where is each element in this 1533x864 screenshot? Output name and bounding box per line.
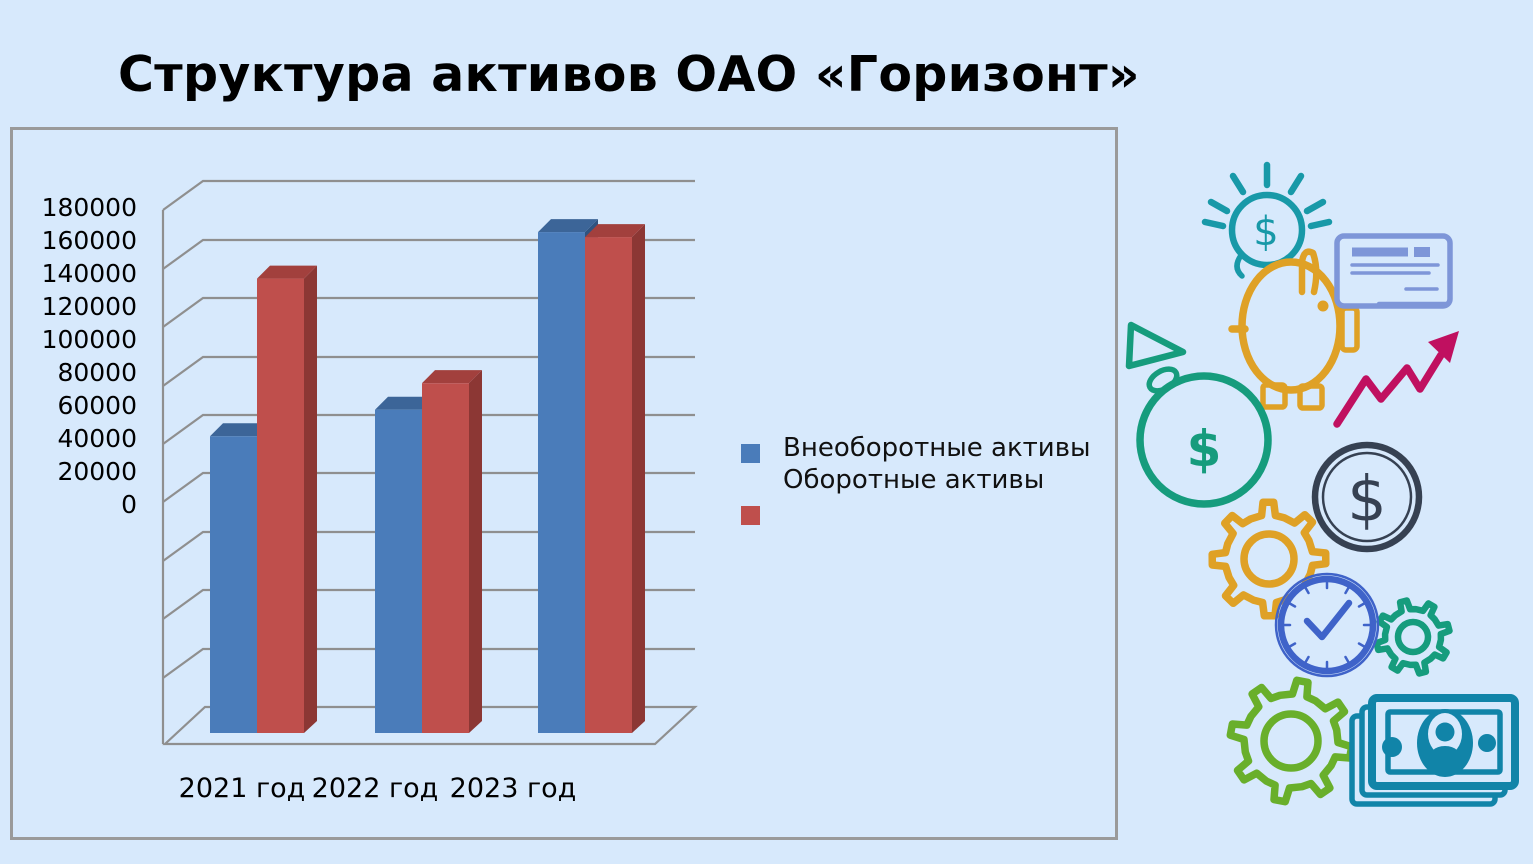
money-bag-icon: $: [1125, 321, 1272, 508]
piggy-bank-icon: [1228, 248, 1360, 411]
gridline: [162, 179, 695, 211]
dollar-glyph: $: [1253, 209, 1278, 255]
x-category-label: 2021 год: [179, 773, 306, 804]
dollar-coin-icon: $: [1311, 441, 1423, 553]
lightbulb-dollar-icon: $: [1201, 161, 1333, 279]
legend-label-current-assets: Оборотные активы: [783, 465, 1045, 495]
y-tick-label: 180000: [42, 193, 137, 222]
legend-swatch-current-assets: [741, 506, 760, 525]
y-tick-label: 140000: [42, 259, 137, 288]
gridline: [162, 238, 695, 270]
chart-panel: [10, 127, 1118, 840]
gear-green-icon: [1226, 676, 1356, 806]
y-tick-label: 80000: [57, 358, 137, 387]
bar-2023 год-s1: [585, 224, 645, 733]
y-tick-label: 100000: [42, 325, 137, 354]
dollar-glyph: $: [1187, 420, 1222, 478]
gridline: [162, 647, 695, 679]
gridline: [162, 530, 695, 562]
dollar-glyph: $: [1347, 463, 1386, 536]
growth-arrow-icon: [1333, 331, 1459, 428]
chart-floor: [162, 705, 698, 746]
gridline: [162, 588, 695, 620]
gridline: [162, 355, 695, 387]
gear-orange-icon: [1208, 498, 1330, 620]
y-tick-label: 0: [121, 490, 137, 519]
gridline: [162, 296, 695, 328]
y-tick-label: 160000: [42, 226, 137, 255]
y-tick-label: 60000: [57, 391, 137, 420]
x-category-label: 2023 год: [450, 773, 577, 804]
y-tick-label: 20000: [57, 457, 137, 486]
legend-label-non-current-assets: Внеоборотные активы: [783, 433, 1091, 463]
legend-swatch-non-current-assets: [741, 444, 760, 463]
y-tick-label: 120000: [42, 292, 137, 321]
banknotes-icon: [1349, 694, 1519, 807]
slide-title: Структура активов ОАО «Горизонт»: [118, 46, 1140, 103]
gear-teal-icon: [1373, 597, 1453, 677]
gridline: [162, 413, 695, 445]
bar-2022 год-s1: [422, 370, 482, 733]
clock-icon: [1274, 572, 1380, 678]
gridline: [162, 471, 695, 503]
x-category-label: 2022 год: [312, 773, 439, 804]
bank-card-icon: [1334, 233, 1453, 309]
bar-2021 год-s1: [257, 265, 317, 733]
y-tick-label: 40000: [57, 424, 137, 453]
